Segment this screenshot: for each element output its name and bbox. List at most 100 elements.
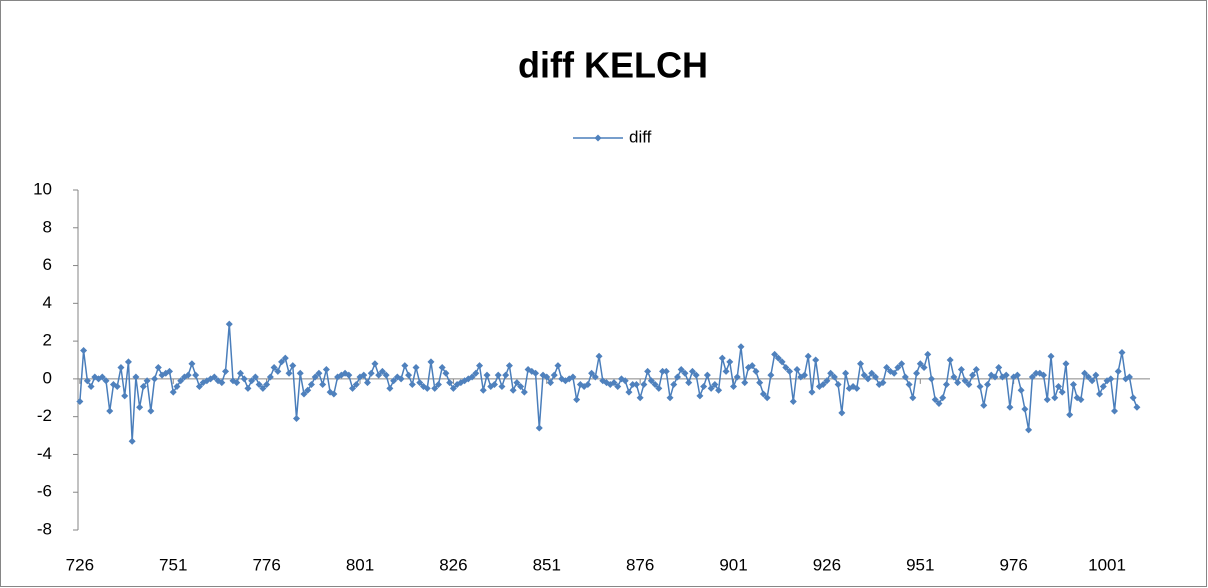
point [405,371,413,379]
point [259,384,267,392]
x-tick-label: 901 [719,555,747,574]
point [853,384,861,392]
point [154,364,162,372]
point [83,377,91,385]
point [251,373,259,381]
point [307,381,315,389]
point [195,382,203,390]
point [662,367,670,375]
point [782,364,790,372]
point [774,354,782,362]
point [378,367,386,375]
point [476,362,484,370]
point [547,379,555,387]
point [1021,405,1029,413]
point [255,381,263,389]
point [446,379,454,387]
point [1051,394,1059,402]
point [177,377,185,385]
point [703,371,711,379]
point [995,364,1003,372]
point [550,371,558,379]
point [905,381,913,389]
point [651,381,659,389]
point [681,369,689,377]
point [498,382,506,390]
point [898,360,906,368]
point [1129,394,1137,402]
point [225,320,233,328]
point [901,373,909,381]
point [382,371,390,379]
point [733,373,741,381]
point [210,373,218,381]
point [520,388,528,396]
point [722,367,730,375]
point [621,377,629,385]
point [132,373,140,381]
point [76,398,84,406]
point [416,379,424,387]
point [494,371,502,379]
point [143,377,151,385]
point [756,379,764,387]
point [954,379,962,387]
point [483,371,491,379]
x-tick-label: 876 [626,555,654,574]
point [726,358,734,366]
point [1058,388,1066,396]
point [442,369,450,377]
point [169,388,177,396]
point [1040,371,1048,379]
point [1125,373,1133,381]
point [1054,382,1062,390]
point [244,384,252,392]
point [263,381,271,389]
point [711,381,719,389]
point [610,379,618,387]
chart-title: diff KELCH [518,45,708,86]
point [1133,403,1141,411]
point [401,362,409,370]
point [718,354,726,362]
point [591,373,599,381]
point [349,384,357,392]
point [438,364,446,372]
point [629,381,637,389]
point [1032,369,1040,377]
point [293,415,301,423]
point [266,373,274,381]
point [80,347,88,355]
point [819,381,827,389]
point [883,364,891,372]
point [946,356,954,364]
point [860,371,868,379]
point [102,377,110,385]
point [390,377,398,385]
point [640,381,648,389]
point [412,364,420,372]
point [136,403,144,411]
point [139,382,147,390]
point [812,356,820,364]
point [737,343,745,351]
point [636,394,644,402]
point [468,373,476,381]
point [666,394,674,402]
legend-label: diff [629,127,652,146]
point [285,369,293,377]
point [1077,396,1085,404]
point [924,350,932,358]
point [1069,381,1077,389]
point [595,352,603,360]
point [752,367,760,375]
point [984,381,992,389]
point [808,388,816,396]
point [360,371,368,379]
point [625,388,633,396]
point [371,360,379,368]
point [106,407,114,415]
point [505,362,513,370]
x-tick-label: 926 [813,555,841,574]
point [1118,348,1126,356]
